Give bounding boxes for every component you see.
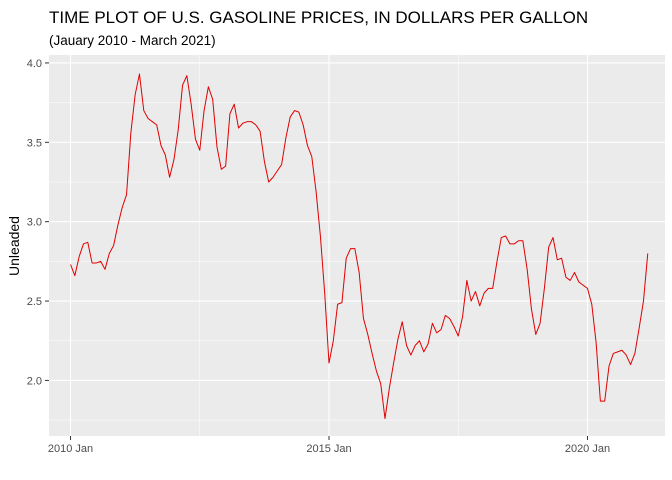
series-line <box>70 73 649 420</box>
x-tick-label: 2015 Jan <box>306 443 351 455</box>
x-axis-ticks: 2010 Jan 2015 Jan 2020 Jan <box>48 436 610 455</box>
y-tick-label: 3.5 <box>27 137 42 149</box>
y-axis-ticks: 2.0 2.5 3.0 3.5 4.0 <box>27 58 49 387</box>
y-axis-label: Unleaded <box>6 216 22 276</box>
plot-panel <box>49 55 665 436</box>
chart-title: TIME PLOT OF U.S. GASOLINE PRICES, IN DO… <box>49 8 589 27</box>
x-tick-label: 2010 Jan <box>48 443 93 455</box>
chart-subtitle: (Jauary 2010 - March 2021) <box>49 33 216 48</box>
major-gridlines <box>49 55 665 436</box>
y-tick-label: 4.0 <box>27 58 42 70</box>
y-tick-label: 2.0 <box>27 375 42 387</box>
x-tick-label: 2020 Jan <box>565 443 610 455</box>
y-tick-label: 3.0 <box>27 217 42 229</box>
y-tick-label: 2.5 <box>27 296 42 308</box>
